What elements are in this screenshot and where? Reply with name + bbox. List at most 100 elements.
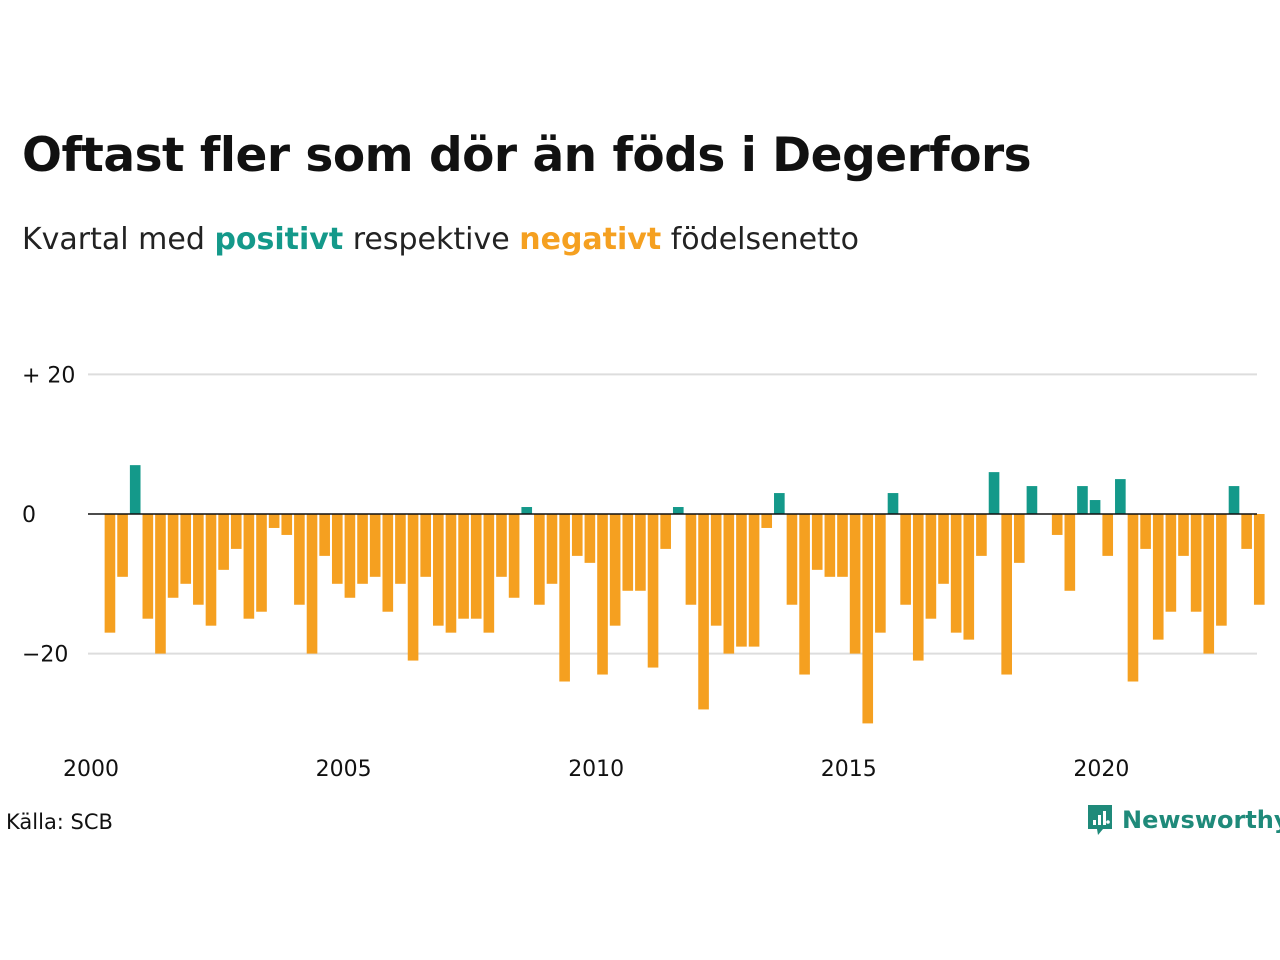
bar <box>155 514 166 654</box>
bar <box>1152 514 1164 640</box>
bar <box>647 514 659 668</box>
y-tick-label: 0 <box>22 503 36 528</box>
bar <box>748 514 760 647</box>
x-tick-label: 2020 <box>1073 757 1129 782</box>
bar <box>1013 514 1025 563</box>
bar <box>1253 514 1265 605</box>
bar <box>243 514 255 619</box>
bar <box>950 514 962 633</box>
bar <box>660 514 671 549</box>
bar <box>925 514 937 619</box>
bar <box>736 514 747 647</box>
brand-name: Newsworthy <box>1122 806 1280 834</box>
bar <box>395 514 406 584</box>
bar <box>862 514 874 724</box>
bar <box>508 514 520 598</box>
bar <box>609 514 621 626</box>
bar <box>635 514 646 591</box>
bar <box>597 514 608 675</box>
x-tick-label: 2010 <box>568 757 624 782</box>
bar <box>1216 514 1227 626</box>
subtitle-suffix: födelsenetto <box>670 222 859 257</box>
bar <box>382 514 394 612</box>
chart-subtitle: Kvartal med positivt respektive negativt… <box>22 222 859 257</box>
bar <box>963 514 975 640</box>
bar <box>268 514 280 528</box>
bar <box>875 514 886 633</box>
bar <box>938 514 949 584</box>
bar <box>571 514 583 556</box>
bar <box>1190 514 1202 612</box>
bar <box>129 465 141 514</box>
bar <box>1001 514 1012 675</box>
bar <box>445 514 457 633</box>
x-tick-label: 2015 <box>821 757 877 782</box>
bar <box>534 514 545 605</box>
bar <box>546 514 558 584</box>
bar <box>1115 479 1126 514</box>
bars <box>104 465 1265 724</box>
bar <box>205 514 217 626</box>
bar <box>900 514 911 605</box>
bar <box>710 514 722 626</box>
bar <box>849 514 861 654</box>
bar <box>496 514 507 577</box>
bar <box>458 514 469 619</box>
bar <box>976 514 987 556</box>
subtitle-positive: positivt <box>214 222 344 257</box>
bar <box>483 514 495 633</box>
bar <box>470 514 482 619</box>
bar <box>698 514 709 710</box>
bar <box>420 514 432 577</box>
bar <box>331 514 343 584</box>
bar <box>319 514 330 556</box>
gridlines <box>88 373 1257 655</box>
bar <box>117 514 128 577</box>
bar <box>559 514 570 682</box>
bar <box>988 472 1000 514</box>
y-tick-label: + 20 <box>22 363 75 388</box>
x-tick-label: 2005 <box>316 757 372 782</box>
bar <box>774 493 785 514</box>
bar <box>912 514 924 661</box>
bar <box>1203 514 1215 654</box>
bar <box>1140 514 1151 549</box>
brand-logo: Newsworthy <box>1086 803 1280 837</box>
subtitle-middle: respektive <box>352 222 510 257</box>
bar <box>521 507 533 514</box>
axes: + 20 0 −20 2000 2005 2010 2015 2020 <box>22 363 1257 782</box>
source-note: Källa: SCB <box>6 810 113 834</box>
bar <box>1051 514 1063 535</box>
bar <box>685 514 697 605</box>
bar <box>294 514 305 605</box>
bar <box>167 514 179 598</box>
bar <box>824 514 836 577</box>
bar <box>723 514 735 654</box>
bar <box>1127 514 1139 682</box>
bar <box>1077 486 1088 514</box>
bar <box>672 507 684 514</box>
bar <box>622 514 634 591</box>
bar <box>887 493 899 514</box>
bar <box>281 514 293 535</box>
bar <box>1089 500 1101 514</box>
bar <box>1228 486 1240 514</box>
subtitle-prefix: Kvartal med <box>22 222 205 257</box>
bar <box>1026 486 1038 514</box>
bar <box>837 514 848 577</box>
newsworthy-logo-icon <box>1088 805 1112 835</box>
bar <box>306 514 318 654</box>
bar <box>230 514 242 549</box>
bar <box>256 514 267 612</box>
bar <box>407 514 419 661</box>
bar <box>1102 514 1114 556</box>
bar <box>1241 514 1252 549</box>
bar <box>369 514 381 577</box>
bar <box>1178 514 1189 556</box>
subtitle-negative: negativt <box>519 222 662 257</box>
bar <box>218 514 229 570</box>
bar <box>799 514 810 675</box>
bar <box>1064 514 1076 591</box>
bar <box>104 514 116 633</box>
bar <box>142 514 154 619</box>
